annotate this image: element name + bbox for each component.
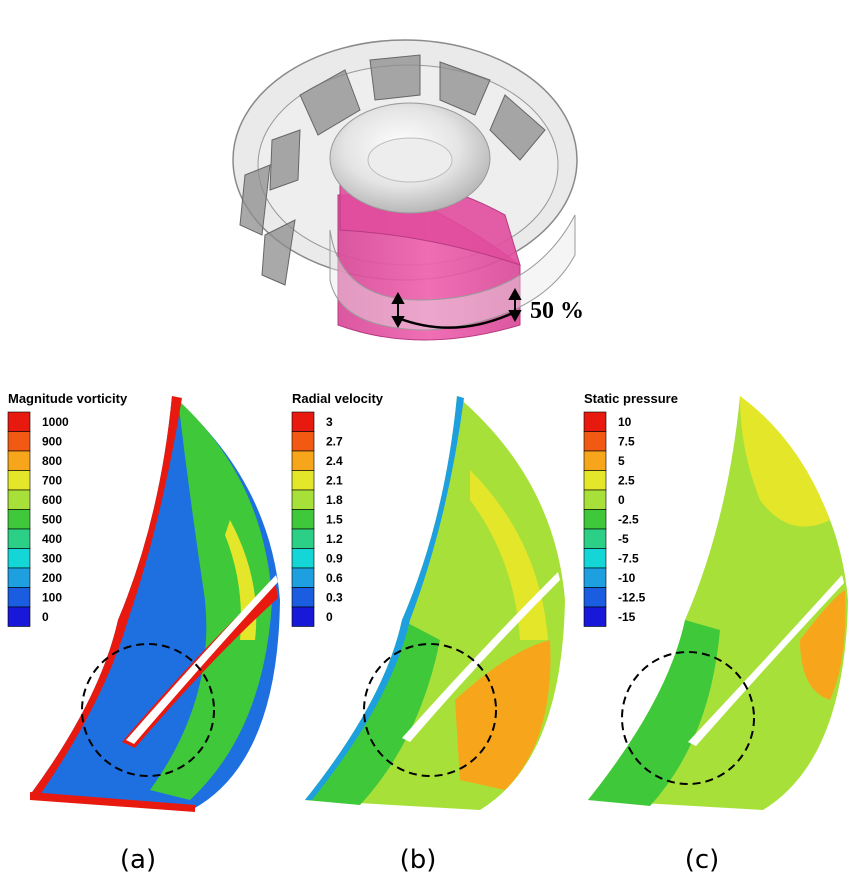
legend-swatch <box>7 411 31 432</box>
legend-level-label: 200 <box>42 571 62 585</box>
shroud-lower-ring <box>329 214 576 331</box>
legend-swatch <box>291 548 315 569</box>
legend-level-label: -2.5 <box>618 513 639 527</box>
legend-level-label: 2.1 <box>326 474 343 488</box>
legend-swatch <box>291 470 315 491</box>
legend-level-label: 700 <box>42 474 62 488</box>
legend-level-label: 10 <box>618 415 632 429</box>
legend-swatch <box>291 450 315 471</box>
region-highlight-circle-a <box>81 643 215 777</box>
contour-band-c-orange <box>800 590 846 700</box>
section-span-arrows <box>391 287 522 329</box>
panel-label-a: (a) <box>120 845 156 875</box>
hub-top <box>367 137 453 183</box>
legend-level-label: 2.7 <box>326 435 343 449</box>
legend-level-label: -10 <box>618 571 636 585</box>
legend-level-label: 1.5 <box>326 513 343 527</box>
section-percentage-label: 50 % <box>530 298 584 324</box>
legend-level-label: 1.8 <box>326 493 343 507</box>
contour-band-a-green <box>150 400 272 800</box>
panel-a: Magnitude vorticity 10009008007006005004… <box>7 391 280 875</box>
legend-swatch <box>7 548 31 569</box>
panel-label-c: (c) <box>685 845 720 875</box>
legend-level-label: 800 <box>42 454 62 468</box>
contour-band-c-yellow <box>740 396 830 527</box>
legend-swatch <box>7 431 31 452</box>
legend-level-label: 500 <box>42 513 62 527</box>
legend-swatch <box>7 587 31 608</box>
legend-swatch <box>583 470 607 491</box>
blade-slit-b <box>402 572 560 742</box>
legend-swatch <box>583 411 607 432</box>
legend-level-label: 0.3 <box>326 591 343 605</box>
legend-title-a: Magnitude vorticity <box>8 391 128 406</box>
legend-level-label: 100 <box>42 591 62 605</box>
contour-band-b-orange <box>455 640 551 790</box>
panel-b: Radial velocity 3 2.7 2.4 2.1 1.8 1.5 1.2 0.9 0.… <box>291 391 565 875</box>
legend-swatch <box>7 567 31 588</box>
legend-swatch <box>291 489 315 510</box>
contour-band-a-red-bottom <box>30 792 195 812</box>
legend-swatch <box>291 528 315 549</box>
legend-level-label: -5 <box>618 532 629 546</box>
impeller-blades <box>239 54 546 286</box>
legend-swatch <box>291 411 315 432</box>
legend-level-label: 0 <box>42 610 49 624</box>
panel-label-b: (b) <box>400 845 437 875</box>
legend-swatch <box>583 489 607 510</box>
blade-slit-a <box>126 575 278 744</box>
legend-swatch <box>7 470 31 491</box>
legend-level-label: -7.5 <box>618 552 639 566</box>
legend-level-label: 900 <box>42 435 62 449</box>
legend-swatch <box>291 587 315 608</box>
legend-swatch <box>291 509 315 530</box>
legend-level-label: 600 <box>42 493 62 507</box>
legend-level-label: 1000 <box>42 415 69 429</box>
legend-level-label: 7.5 <box>618 435 635 449</box>
legend-level-label: 0.6 <box>326 571 343 585</box>
legend-level-label: -15 <box>618 610 636 624</box>
legend-swatch <box>583 509 607 530</box>
legend-level-label: 0.9 <box>326 552 343 566</box>
contour-band-b-yellow <box>470 470 548 640</box>
legend-level-label: 5 <box>618 454 625 468</box>
legend-swatch <box>583 431 607 452</box>
legend-title-c: Static pressure <box>584 391 678 406</box>
legend-level-label: 0 <box>618 493 625 507</box>
legend-level-label: 0 <box>326 610 333 624</box>
legend-title-b: Radial velocity <box>292 391 384 406</box>
legend-swatch <box>7 450 31 471</box>
legend-level-label: 400 <box>42 532 62 546</box>
region-highlight-circle-c <box>621 651 755 785</box>
legend-swatch <box>291 606 315 627</box>
legend-c: 10 7.5 5 2.5 0 -2.5 -5 -7.5 -10 -12.5 -15 <box>583 411 646 627</box>
legend-swatch <box>291 567 315 588</box>
legend-level-label: 300 <box>42 552 62 566</box>
legend-level-label: 3 <box>326 415 333 429</box>
legend-swatch <box>7 528 31 549</box>
legend-level-label: 1.2 <box>326 532 343 546</box>
region-highlight-circle-b <box>363 643 497 777</box>
legend-swatch <box>583 606 607 627</box>
legend-swatch <box>583 587 607 608</box>
panel-c: Static pressure 10 7.5 5 2.5 0 -2.5 -5 -7.5 -10 -… <box>583 391 848 875</box>
legend-swatch <box>7 606 31 627</box>
legend-level-label: 2.4 <box>326 454 343 468</box>
legend-level-label: -12.5 <box>618 591 646 605</box>
blade-slit-c <box>688 575 844 746</box>
legend-swatch <box>583 450 607 471</box>
legend-swatch <box>291 431 315 452</box>
legend-level-label: 2.5 <box>618 474 635 488</box>
legend-b: 3 2.7 2.4 2.1 1.8 1.5 1.2 0.9 0.6 0.3 0 <box>291 411 343 627</box>
legend-swatch <box>583 528 607 549</box>
impeller-view: 50 % <box>232 39 584 341</box>
legend-swatch <box>583 567 607 588</box>
legend-swatch <box>7 509 31 530</box>
legend-swatch <box>7 489 31 510</box>
legend-swatch <box>583 548 607 569</box>
contour-band-c-green <box>588 620 720 806</box>
